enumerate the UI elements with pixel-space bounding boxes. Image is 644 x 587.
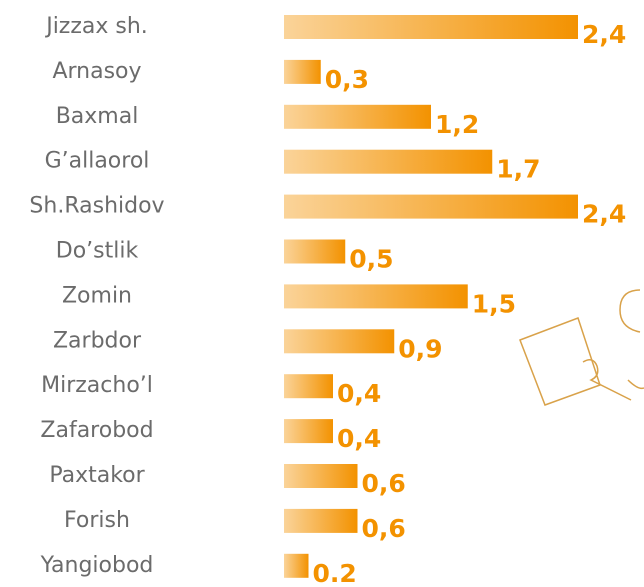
category-label: Yangiobod xyxy=(40,553,154,578)
bar xyxy=(284,104,431,129)
bar xyxy=(284,149,493,174)
category-label: Paxtakor xyxy=(49,463,145,488)
bar xyxy=(284,15,578,39)
bar xyxy=(284,553,309,578)
bar xyxy=(284,59,321,84)
value-label: 0,6 xyxy=(362,469,406,498)
value-label: 0,6 xyxy=(362,514,406,543)
category-label: Do’stlik xyxy=(56,239,139,264)
bar xyxy=(284,329,395,354)
category-label: Sh.Rashidov xyxy=(29,194,164,219)
value-label: 1,7 xyxy=(496,155,540,184)
value-label: 1,2 xyxy=(435,110,479,139)
value-label: 0.2 xyxy=(313,559,357,587)
value-label: 0,9 xyxy=(398,334,442,363)
category-label: Jizzax sh. xyxy=(44,14,148,39)
value-label: 0,3 xyxy=(325,65,369,94)
category-label: Zafarobod xyxy=(40,418,153,443)
value-label: 0,4 xyxy=(337,379,381,408)
category-label: Arnasoy xyxy=(52,59,141,84)
value-label: 0,4 xyxy=(337,424,381,453)
category-label: Baxmal xyxy=(56,104,139,129)
value-label: 2,4 xyxy=(582,200,626,229)
bar xyxy=(284,284,468,309)
bar xyxy=(284,194,578,219)
category-label: Forish xyxy=(64,508,130,533)
value-label: 2,4 xyxy=(582,20,626,49)
category-label: G’allaorol xyxy=(45,149,150,174)
illustration xyxy=(519,289,644,406)
category-label: Mirzacho’l xyxy=(41,373,153,398)
bar xyxy=(284,419,333,444)
bar xyxy=(284,239,346,264)
value-label: 1,5 xyxy=(472,289,516,318)
bar xyxy=(284,374,333,399)
bar xyxy=(284,508,358,533)
category-label: Zarbdor xyxy=(53,328,142,353)
bar xyxy=(284,464,358,488)
category-label: Zomin xyxy=(62,283,132,308)
value-label: 0,5 xyxy=(349,245,393,274)
